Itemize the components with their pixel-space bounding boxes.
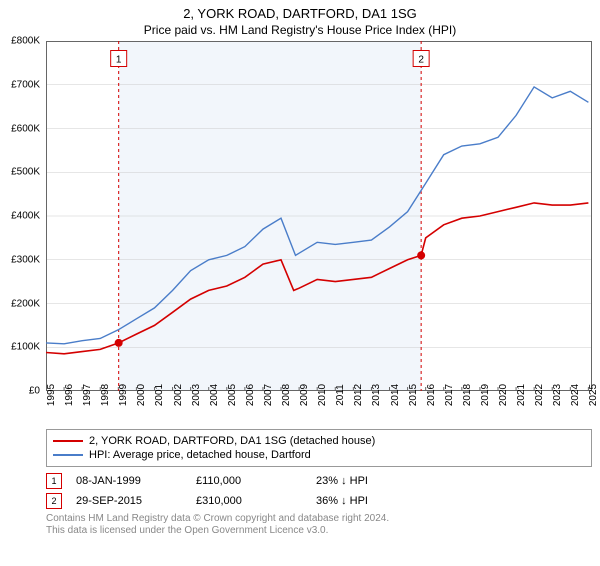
x-tick-label: 2007 bbox=[263, 384, 274, 406]
x-tick-label: 2008 bbox=[281, 384, 292, 406]
chart-plot: 12 bbox=[46, 41, 592, 391]
chart-subtitle: Price paid vs. HM Land Registry's House … bbox=[0, 23, 600, 37]
x-tick-label: 2024 bbox=[570, 384, 581, 406]
y-tick-label: £0 bbox=[29, 386, 40, 397]
sale-price: £110,000 bbox=[196, 475, 316, 487]
legend: 2, YORK ROAD, DARTFORD, DA1 1SG (detache… bbox=[46, 429, 592, 467]
y-tick-label: £300K bbox=[11, 254, 40, 265]
sale-date: 29-SEP-2015 bbox=[76, 495, 196, 507]
legend-swatch bbox=[53, 440, 83, 442]
x-axis-labels: 1995199619971998199920002001200220032004… bbox=[46, 391, 592, 425]
x-tick-label: 1997 bbox=[82, 384, 93, 406]
x-tick-label: 2020 bbox=[498, 384, 509, 406]
sale-date: 08-JAN-1999 bbox=[76, 475, 196, 487]
x-tick-label: 2010 bbox=[317, 384, 328, 406]
y-tick-label: £200K bbox=[11, 298, 40, 309]
x-tick-label: 2002 bbox=[173, 384, 184, 406]
sale-row: 2 29-SEP-2015£310,00036% ↓ HPI bbox=[46, 493, 592, 509]
x-tick-label: 1996 bbox=[64, 384, 75, 406]
sale-row: 1 08-JAN-1999£110,00023% ↓ HPI bbox=[46, 473, 592, 489]
x-tick-label: 2014 bbox=[390, 384, 401, 406]
sale-price: £310,000 bbox=[196, 495, 316, 507]
y-tick-label: £400K bbox=[11, 211, 40, 222]
legend-item: 2, YORK ROAD, DARTFORD, DA1 1SG (detache… bbox=[53, 434, 585, 448]
y-axis-labels: £0£100K£200K£300K£400K£500K£600K£700K£80… bbox=[0, 41, 44, 391]
x-tick-label: 2025 bbox=[588, 384, 599, 406]
y-tick-label: £800K bbox=[11, 36, 40, 47]
x-tick-label: 2009 bbox=[299, 384, 310, 406]
x-tick-label: 2013 bbox=[371, 384, 382, 406]
y-tick-label: £100K bbox=[11, 342, 40, 353]
x-tick-label: 2001 bbox=[154, 384, 165, 406]
x-tick-label: 2015 bbox=[408, 384, 419, 406]
x-tick-label: 2018 bbox=[462, 384, 473, 406]
legend-label: 2, YORK ROAD, DARTFORD, DA1 1SG (detache… bbox=[89, 435, 375, 447]
x-tick-label: 2003 bbox=[191, 384, 202, 406]
credit-line-2: This data is licensed under the Open Gov… bbox=[46, 525, 592, 537]
y-tick-label: £700K bbox=[11, 79, 40, 90]
credit-text: Contains HM Land Registry data © Crown c… bbox=[46, 513, 592, 537]
chart-container: 2, YORK ROAD, DARTFORD, DA1 1SG Price pa… bbox=[0, 6, 600, 566]
x-tick-label: 1998 bbox=[100, 384, 111, 406]
sale-marker-icon: 1 bbox=[46, 473, 62, 489]
x-tick-label: 1995 bbox=[46, 384, 57, 406]
x-tick-label: 2022 bbox=[534, 384, 545, 406]
x-tick-label: 2000 bbox=[136, 384, 147, 406]
sale-diff: 23% ↓ HPI bbox=[316, 475, 436, 487]
legend-label: HPI: Average price, detached house, Dart… bbox=[89, 449, 311, 461]
legend-swatch bbox=[53, 454, 83, 456]
svg-text:2: 2 bbox=[418, 55, 424, 66]
chart-title: 2, YORK ROAD, DARTFORD, DA1 1SG bbox=[0, 6, 600, 21]
x-tick-label: 2021 bbox=[516, 384, 527, 406]
sale-marker-icon: 2 bbox=[46, 493, 62, 509]
x-tick-label: 1999 bbox=[118, 384, 129, 406]
x-tick-label: 2017 bbox=[444, 384, 455, 406]
x-tick-label: 2012 bbox=[353, 384, 364, 406]
chart-area: £0£100K£200K£300K£400K£500K£600K£700K£80… bbox=[46, 41, 592, 391]
y-tick-label: £500K bbox=[11, 167, 40, 178]
svg-text:1: 1 bbox=[116, 55, 122, 66]
x-tick-label: 2006 bbox=[245, 384, 256, 406]
x-tick-label: 2016 bbox=[426, 384, 437, 406]
x-tick-label: 2011 bbox=[335, 384, 346, 406]
x-tick-label: 2023 bbox=[552, 384, 563, 406]
x-tick-label: 2004 bbox=[209, 384, 220, 406]
y-tick-label: £600K bbox=[11, 123, 40, 134]
legend-item: HPI: Average price, detached house, Dart… bbox=[53, 448, 585, 462]
x-tick-label: 2019 bbox=[480, 384, 491, 406]
credit-line-1: Contains HM Land Registry data © Crown c… bbox=[46, 513, 592, 525]
sales-table: 1 08-JAN-1999£110,00023% ↓ HPI 2 29-SEP-201… bbox=[46, 473, 592, 509]
x-tick-label: 2005 bbox=[227, 384, 238, 406]
sale-diff: 36% ↓ HPI bbox=[316, 495, 436, 507]
